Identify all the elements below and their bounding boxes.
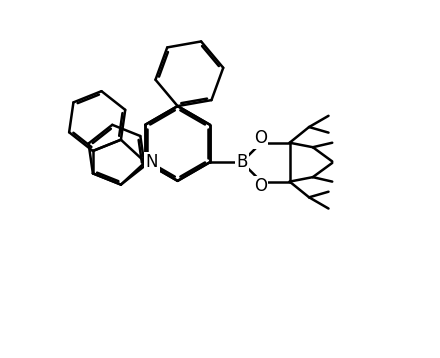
Text: O: O	[254, 177, 267, 195]
Text: N: N	[146, 153, 158, 171]
Text: B: B	[236, 153, 247, 171]
Text: O: O	[254, 129, 267, 147]
